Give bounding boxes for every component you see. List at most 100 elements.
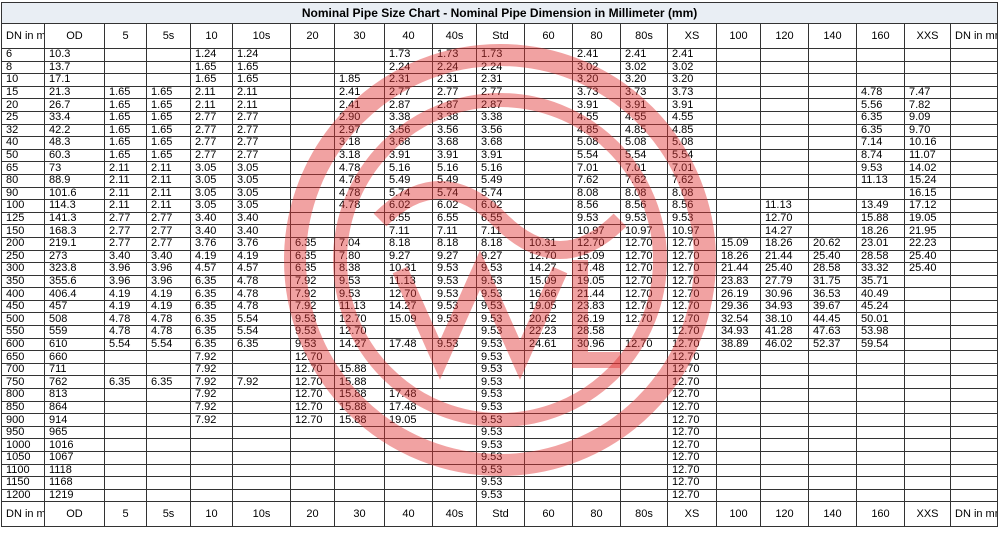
table-cell: [524, 375, 573, 390]
table-cell: 406.4: [44, 287, 105, 301]
table-cell: 4.78: [334, 186, 385, 201]
table-cell: 9.70: [904, 123, 951, 138]
table-cell: 3.40: [232, 224, 291, 238]
table-cell: [949, 463, 999, 478]
table-cell: [384, 438, 433, 452]
table-row: 950 965 9.53 12.70: [1, 425, 999, 440]
table-cell: 2.11: [146, 186, 191, 201]
table-cell: 5.49: [384, 173, 433, 188]
table-cell: [856, 375, 905, 390]
table-cell: 35.71: [856, 274, 905, 289]
footer-cell: 120: [760, 501, 809, 528]
table-cell: [104, 413, 147, 427]
table-cell: 4.19: [104, 287, 147, 301]
table-row: 850 864 7.92 12.70 15.88 17.48 9.53 12.70: [1, 400, 999, 415]
table-cell: 3.96: [146, 262, 191, 276]
table-cell: 19.05: [524, 299, 573, 314]
table-cell: [432, 325, 477, 339]
table-cell: [716, 388, 761, 402]
table-cell: [524, 73, 573, 87]
table-cell: 59.54: [856, 337, 905, 352]
table-cell: 5.16: [432, 161, 477, 175]
table-cell: 1.73: [432, 48, 477, 62]
header-cell: OD: [44, 23, 105, 49]
table-cell: 273: [44, 249, 105, 264]
table-cell: [334, 488, 385, 503]
table-cell: 6.35: [104, 375, 147, 390]
table-cell: 15: [1, 85, 45, 100]
table-cell: [146, 451, 191, 465]
table-cell: 15.88: [334, 375, 385, 390]
table-cell: 1118: [44, 463, 105, 478]
table-cell: 7.62: [620, 173, 668, 188]
table-cell: [620, 400, 668, 415]
table-cell: 2.11: [190, 85, 233, 100]
table-cell: 12.70: [667, 325, 717, 339]
table-cell: 25.40: [904, 262, 951, 276]
table-cell: [904, 476, 951, 490]
table-cell: [716, 476, 761, 490]
table-cell: 2.87: [384, 98, 433, 112]
table-row: 500 508 4.78 4.78 6.35 5.54 9.53 12.70 15.09 9.53…: [1, 312, 999, 327]
table-cell: 15.88: [334, 362, 385, 377]
table-cell: 200: [1, 236, 45, 251]
table-cell: 8.08: [620, 186, 668, 201]
table-cell: 90: [1, 186, 45, 201]
table-cell: [808, 362, 857, 377]
table-cell: 2.31: [476, 73, 525, 87]
table-cell: 3.20: [620, 73, 668, 87]
header-cell: 5: [104, 23, 147, 49]
table-row: 125 141.3 2.77 2.77 3.40 3.40 6.55 6.55 6.55 9.53…: [1, 211, 999, 226]
table-cell: 6.35: [290, 249, 335, 264]
table-cell: [949, 211, 999, 226]
table-cell: [808, 211, 857, 226]
table-cell: [760, 438, 809, 452]
table-cell: [716, 161, 761, 175]
table-cell: 6.35: [290, 236, 335, 251]
table-cell: 8.38: [334, 262, 385, 276]
footer-cell: DN in mm: [949, 501, 999, 528]
table-cell: 711: [44, 362, 105, 377]
table-cell: 7.14: [856, 136, 905, 150]
table-cell: 2.77: [432, 85, 477, 100]
table-cell: [904, 413, 951, 427]
table-cell: 4.78: [232, 299, 291, 314]
table-cell: [620, 375, 668, 390]
table-cell: [524, 123, 573, 138]
table-cell: [524, 476, 573, 490]
table-cell: 50.01: [856, 312, 905, 327]
table-cell: [904, 312, 951, 327]
table-cell: 7.92: [190, 388, 233, 402]
table-cell: [949, 325, 999, 339]
table-cell: [904, 388, 951, 402]
table-cell: 9.53: [290, 325, 335, 339]
table-cell: 3.38: [432, 110, 477, 125]
table-cell: 6.35: [190, 325, 233, 339]
table-cell: [808, 110, 857, 125]
table-cell: [949, 60, 999, 75]
table-cell: 19.05: [384, 413, 433, 427]
table-cell: 6.55: [432, 211, 477, 226]
table-cell: 26.19: [572, 312, 621, 327]
table-cell: 65: [1, 161, 45, 175]
table-cell: 1.24: [190, 48, 233, 62]
table-cell: 4.57: [190, 262, 233, 276]
table-cell: [904, 362, 951, 377]
table-cell: 7.47: [904, 85, 951, 100]
table-cell: 60.3: [44, 148, 105, 163]
table-cell: 950: [1, 425, 45, 440]
table-cell: 15.09: [572, 249, 621, 264]
table-cell: 17.48: [384, 337, 433, 352]
table-cell: 5.16: [384, 161, 433, 175]
table-cell: 4.78: [232, 274, 291, 289]
table-cell: [856, 413, 905, 427]
table-cell: [384, 375, 433, 390]
table-cell: 11.13: [334, 299, 385, 314]
table-cell: [524, 463, 573, 478]
table-cell: 3.05: [190, 186, 233, 201]
table-cell: 12.70: [384, 287, 433, 301]
table-cell: 7.92: [190, 400, 233, 415]
table-cell: 9.53: [432, 299, 477, 314]
table-cell: [104, 400, 147, 415]
table-cell: 8.74: [856, 148, 905, 163]
